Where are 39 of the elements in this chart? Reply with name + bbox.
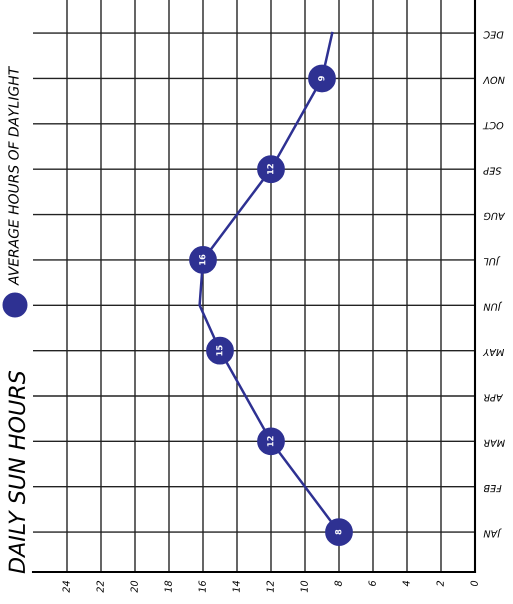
point (325, 518, 353, 546)
x-tick-label: 8 (334, 580, 342, 586)
data-label: 16 (199, 254, 206, 265)
x-tick-label: 18 (164, 580, 172, 592)
x-tick-label: 16 (198, 580, 206, 592)
x-tick-label: 6 (368, 580, 376, 586)
point (257, 155, 285, 184)
y-tick-label: MAY (482, 348, 504, 356)
y-tick-label: JAN (484, 528, 502, 538)
data-label: 15 (216, 345, 222, 356)
y-tick-label: MAR (484, 440, 505, 447)
x-tick-label: 24 (62, 581, 70, 593)
x-tick-label: 4 (402, 581, 410, 586)
data-label: 12 (267, 436, 274, 446)
x-tick-label: 14 (232, 581, 240, 592)
y-tick-label: APR (484, 394, 504, 402)
text: AVERAGE HOURS OF DAYLIGHT (8, 66, 19, 286)
y-tick-label: JUN (484, 302, 502, 311)
x-tick-label: 20 (130, 580, 138, 593)
point (189, 246, 217, 274)
y-tick-label: JUL (484, 256, 500, 266)
data-label: 9 (318, 76, 324, 81)
y-tick-label: SEP (483, 167, 502, 175)
x-tick-label: 2 (436, 580, 444, 586)
point (257, 427, 285, 456)
text: DAILY SUN HOURS (8, 370, 26, 574)
y-tick-label: OCT (482, 122, 504, 130)
point (308, 64, 336, 92)
x-tick-label: 10 (300, 580, 308, 592)
x-tick-label: 0 (470, 580, 478, 586)
y-tick-label: DEC (483, 31, 504, 39)
data-label: 12 (267, 164, 274, 174)
point (206, 336, 234, 365)
y-tick-label: FEB (484, 485, 502, 492)
x-tick-label: 22 (96, 580, 104, 593)
y-tick-label: AUG (484, 212, 506, 220)
y-tick-label: NOV (482, 76, 505, 84)
x-tick-label: 12 (266, 580, 274, 592)
data-label: 8 (335, 530, 342, 534)
